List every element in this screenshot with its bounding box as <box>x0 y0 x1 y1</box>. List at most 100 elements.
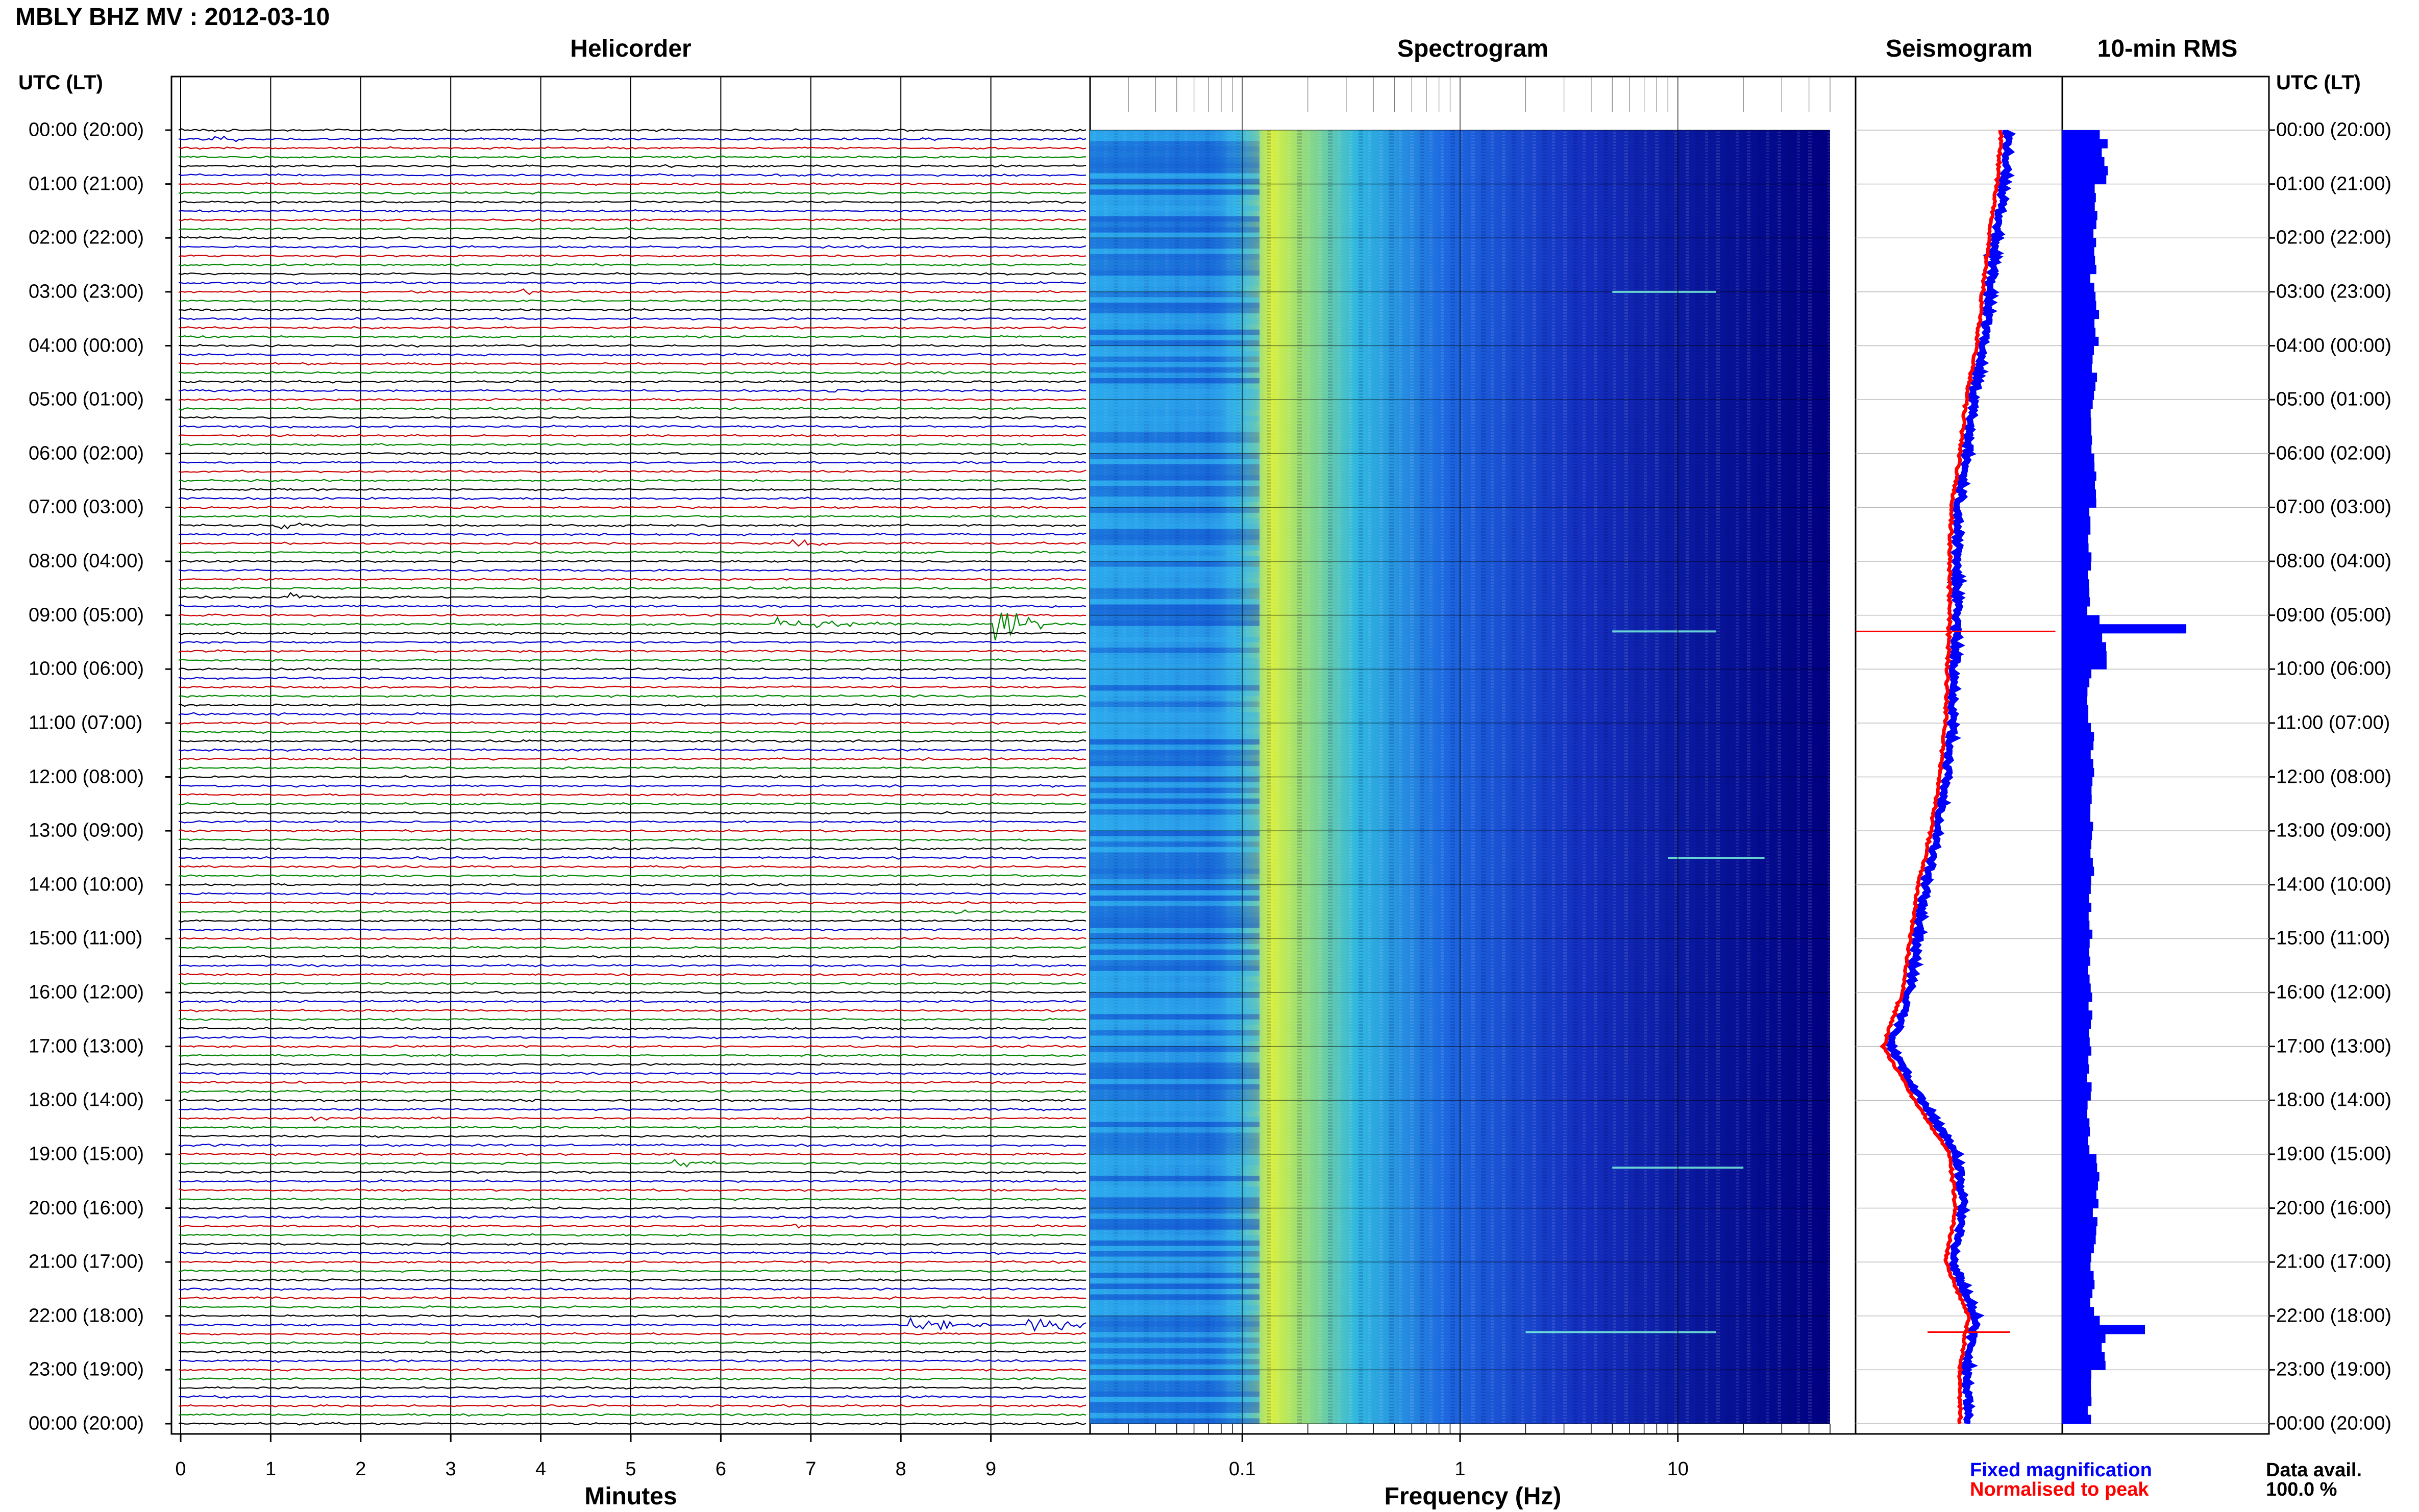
spectrogram-stripe <box>1090 1019 1260 1025</box>
spectrogram-stripe <box>1090 249 1260 254</box>
time-tick-left: 21:00 (17:00) <box>29 1251 144 1273</box>
spectrogram-stripe <box>1090 955 1260 960</box>
spectrogram-stripe <box>1090 130 1260 136</box>
spectrogram-stripe <box>1090 421 1260 427</box>
helicorder-trace <box>178 703 1087 707</box>
helicorder-trace <box>178 837 1087 842</box>
helicorder-trace <box>178 1134 1087 1138</box>
helicorder-trace <box>178 281 1087 285</box>
spectrogram-stripe <box>1090 276 1260 281</box>
helicorder-trace <box>178 577 1087 581</box>
spectrogram-stripe <box>1090 1288 1260 1295</box>
spectrogram-stripe <box>1090 1343 1260 1349</box>
rms-bar <box>2062 1253 2091 1262</box>
rms-bar <box>2062 911 2089 921</box>
spectrogram-stripe <box>1090 642 1260 648</box>
helicorder-trace <box>178 604 1087 608</box>
spectrogram-stripe <box>1090 1359 1260 1365</box>
helicorder-trace <box>178 1278 1087 1282</box>
rms-bar <box>2062 1064 2089 1074</box>
spectrogram-stripe <box>1090 259 1260 265</box>
rms-bar <box>2062 974 2090 984</box>
spectrogram-stripe <box>1090 518 1260 524</box>
helicorder-trace <box>178 909 1087 914</box>
helicorder-trace <box>178 1314 1087 1318</box>
helicorder-trace <box>178 864 1087 869</box>
rms-bar <box>2062 157 2105 166</box>
rms-bar <box>2062 1405 2088 1415</box>
helicorder-trace <box>178 550 1087 554</box>
spectrogram-stripe <box>1090 184 1260 190</box>
rms-bar <box>2062 902 2091 912</box>
rms-bar <box>2062 866 2094 876</box>
spectrogram-stripe <box>1090 621 1260 626</box>
spectrogram-stripe <box>1090 1229 1260 1235</box>
rms-bar <box>2062 1100 2088 1110</box>
helicorder-trace <box>178 1116 1087 1122</box>
rms-bar <box>2062 1397 2092 1406</box>
spectrogram-stripe <box>1090 1138 1260 1144</box>
spectrogram-stripe <box>1090 734 1260 739</box>
rms-bar <box>2062 1271 2094 1280</box>
helicorder-trace <box>178 820 1086 824</box>
rms-bar <box>2062 1235 2096 1245</box>
rms-bar <box>2062 1082 2092 1092</box>
rms-bar <box>2062 1343 2102 1352</box>
rms-bar <box>2062 453 2094 463</box>
spectrogram-stripe <box>1090 1370 1260 1375</box>
spectrogram-stripe <box>1090 593 1260 599</box>
spectrogram-stripe <box>1090 1100 1260 1106</box>
helicorder-trace <box>178 568 1087 573</box>
spectrogram-stripe <box>1090 825 1260 831</box>
spectrogram-stripe <box>1090 394 1260 400</box>
helicorder-trace <box>178 739 1087 743</box>
rms-bar <box>2062 1028 2089 1038</box>
spectrogram-stripe <box>1090 1386 1260 1392</box>
time-tick-left: 12:00 (08:00) <box>29 766 144 787</box>
helicorder-trace <box>178 1422 1087 1426</box>
spectrogram-stripe <box>1090 480 1260 486</box>
rms-bar <box>2062 444 2092 454</box>
rms-bar <box>2062 1316 2100 1325</box>
spectrogram-stripe <box>1090 965 1260 971</box>
rms-bar <box>2062 498 2096 508</box>
helicorder-trace <box>178 721 1087 725</box>
helicorder-trace <box>178 487 1087 491</box>
spectrogram-stripe <box>1090 906 1260 912</box>
helicorder-trace <box>178 874 1087 878</box>
rms-bar <box>2062 1190 2096 1200</box>
rms-bar <box>2062 1288 2093 1299</box>
data-avail-value: 100.0 % <box>2266 1479 2337 1500</box>
helicorder-trace <box>178 209 1087 213</box>
helicorder-trace <box>178 1035 1087 1039</box>
spectrogram-stripe <box>1090 1219 1260 1225</box>
helicorder-trace <box>178 380 1087 384</box>
rms-bar <box>2062 220 2096 230</box>
rms-bar <box>2062 1055 2089 1065</box>
helicorder-trace <box>178 667 1087 672</box>
rms-bar <box>2062 561 2091 571</box>
helicorder-trace <box>178 1395 1087 1399</box>
spectrogram-stripe <box>1090 890 1260 896</box>
rms-bar <box>2062 1136 2088 1146</box>
spectrogram-stripe <box>1090 502 1260 508</box>
rms-bar <box>2062 1046 2091 1056</box>
spectrogram-stripe <box>1090 1068 1260 1074</box>
spectrogram-stripe <box>1090 863 1260 869</box>
spectrogram-stripe <box>1090 464 1260 470</box>
helicorder-trace <box>178 1332 1087 1336</box>
minute-tick-label: 2 <box>355 1458 366 1480</box>
rms-bar <box>2062 543 2089 553</box>
helicorder-trace <box>178 990 1087 995</box>
spectrogram-stripe <box>1090 1181 1260 1187</box>
helicorder-trace <box>178 452 1087 456</box>
legend-fixed-magnification: Fixed magnification <box>1970 1459 2152 1481</box>
spectrogram-stripe <box>1090 303 1260 308</box>
time-tick-right: 09:00 (05:00) <box>2276 604 2392 626</box>
spectrogram-stripe <box>1090 1213 1260 1219</box>
rms-bar <box>2062 804 2091 813</box>
rms-bar <box>2062 1298 2090 1307</box>
time-tick-left: 08:00 (04:00) <box>29 550 144 572</box>
time-tick-left: 10:00 (06:00) <box>29 658 144 680</box>
spectrogram-stripe <box>1090 869 1260 874</box>
